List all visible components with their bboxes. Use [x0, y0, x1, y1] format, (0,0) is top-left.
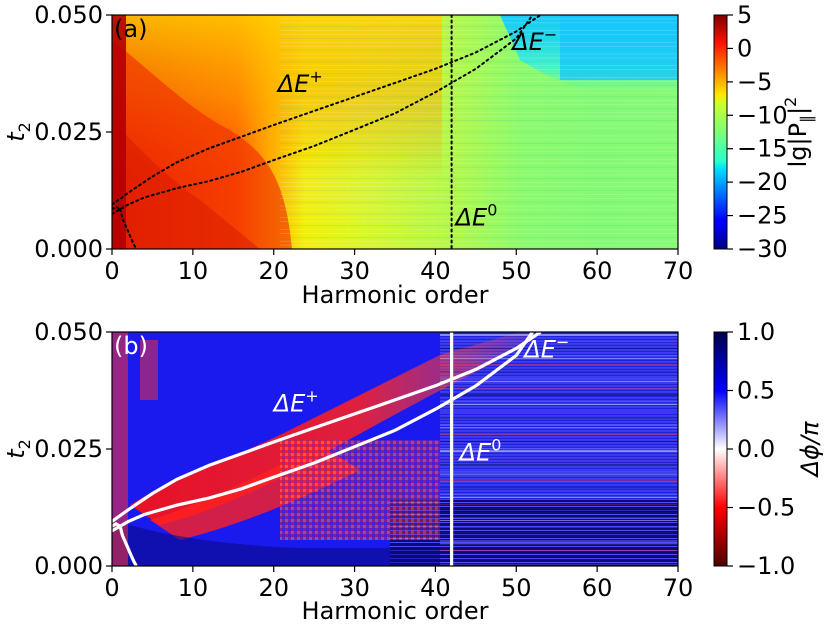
- colorbar-tick-label: 0: [737, 34, 752, 62]
- x-tick-label: 70: [663, 257, 694, 285]
- annotations-a: ΔE+ΔE−ΔE0: [276, 25, 557, 232]
- ylabel-a-main: t: [2, 131, 30, 142]
- colorbar-tick-label: 0.5: [737, 377, 775, 405]
- annotation-main: ΔE: [458, 439, 492, 467]
- annotation-label: ΔE−: [522, 333, 569, 364]
- annotation-sup: 0: [487, 201, 497, 220]
- annotation-main: ΔE: [454, 204, 488, 232]
- colorbar-label-a-sub: ∥: [797, 115, 816, 123]
- y-tick-label: 0.050: [34, 318, 103, 346]
- x-ticks-b: 0 10 20 30 40 50 60 70: [104, 566, 693, 602]
- y-tick-label: 0.000: [34, 235, 103, 263]
- branch-curve: [118, 525, 138, 566]
- colorbar-tick-label: −25: [737, 202, 788, 230]
- x-tick-label: 40: [420, 257, 451, 285]
- x-tick-label: 70: [663, 574, 694, 602]
- streaks-b: [440, 334, 678, 565]
- colorbar-tick-label: −10: [737, 101, 788, 129]
- svg-text:t2: t2: [2, 439, 34, 459]
- branch-curve: [119, 208, 138, 249]
- x-tick-label: 20: [258, 257, 289, 285]
- annotation-main: ΔE: [272, 390, 306, 418]
- panel-label-b: (b): [114, 332, 148, 360]
- colorbar-tick-label: 5: [737, 1, 752, 29]
- annotation-label: ΔE−: [510, 25, 557, 56]
- svg-text:lg|P∥|2: lg|P∥|2: [781, 97, 816, 168]
- colorbar-label-a: lg|P∥|2: [781, 97, 816, 168]
- annotation-sup: +: [305, 387, 318, 406]
- ylabel-a-sub: 2: [15, 122, 34, 132]
- streaks-a: [280, 15, 678, 246]
- annotation-main: ΔE: [276, 70, 310, 98]
- annotation-main: ΔE: [522, 336, 556, 364]
- y-tick-label: 0.050: [34, 1, 103, 29]
- x-ticks-a: 0 10 20 30 40 50 60 70: [104, 249, 693, 285]
- ylabel-b-sub: 2: [15, 439, 34, 449]
- colorbar-label-b: Δϕ/π: [796, 421, 824, 478]
- x-tick-label: 0: [104, 574, 119, 602]
- annotation-label: ΔE0: [458, 436, 502, 467]
- xlabel-b: Harmonic order: [302, 597, 489, 625]
- annotation-sup: −: [556, 333, 569, 352]
- x-tick-label: 30: [339, 257, 370, 285]
- annotation-main: ΔE: [510, 28, 544, 56]
- x-tick-label: 50: [501, 257, 532, 285]
- svg-text:t2: t2: [2, 122, 34, 142]
- heatmap-b: [112, 332, 678, 566]
- x-tick-label: 10: [178, 257, 209, 285]
- y-tick-label: 0.000: [34, 552, 103, 580]
- branch-curve-2: [112, 205, 122, 211]
- colorbar-ticks-b: 1.0 0.5 0.0 −0.5 −1.0: [727, 318, 795, 580]
- annotations-b: ΔE+ΔE−ΔE0: [272, 333, 570, 467]
- x-tick-label: 40: [420, 574, 451, 602]
- delta-e-plus-curve: [112, 332, 542, 523]
- xlabel-a: Harmonic order: [302, 281, 489, 309]
- colorbar-tick-label: 0.0: [737, 435, 775, 463]
- x-tick-label: 60: [582, 257, 613, 285]
- y-ticks-a: 0.000 0.025 0.050: [34, 1, 112, 263]
- annotation-sup: −: [544, 25, 557, 44]
- colorbar-a: [713, 14, 728, 250]
- colorbar-tick-label: −15: [737, 135, 788, 163]
- y-tick-label: 0.025: [34, 435, 103, 463]
- annotation-label: ΔE+: [276, 67, 323, 98]
- colorbar-tick-label: −5: [737, 68, 772, 96]
- x-tick-label: 10: [178, 574, 209, 602]
- colorbar-tick-label: −1.0: [737, 552, 795, 580]
- colorbar-ticks-a: 5 0 −5 −10 −15 −20 −25 −30: [727, 1, 788, 263]
- colorbar-tick-label: −30: [737, 235, 788, 263]
- x-tick-label: 0: [104, 257, 119, 285]
- x-tick-label: 30: [339, 574, 370, 602]
- x-tick-label: 50: [501, 574, 532, 602]
- colorbar-label-a-main: lg|P: [784, 123, 812, 167]
- delta-e-minus-curve: [112, 15, 534, 215]
- x-tick-label: 20: [258, 574, 289, 602]
- y-tick-label: 0.025: [34, 118, 103, 146]
- ylabel-b-main: t: [2, 448, 30, 459]
- annotation-label: ΔE0: [454, 201, 498, 232]
- ylabel-a: t2: [2, 122, 34, 142]
- annotation-sup: +: [309, 67, 322, 86]
- colorbar-tick-label: −0.5: [737, 494, 795, 522]
- colorbar-tick-label: 1.0: [737, 318, 775, 346]
- curves-b: [112, 332, 542, 566]
- ylabel-b: t2: [2, 439, 34, 459]
- colorbar-tick-label: −20: [737, 168, 788, 196]
- panel-label-a: (a): [114, 15, 147, 43]
- delta-e-minus-curve: [112, 332, 534, 533]
- heatmap-a: [112, 15, 678, 249]
- annotation-label: ΔE+: [272, 387, 319, 418]
- delta-e-plus-curve: [112, 15, 542, 206]
- colorbar-b: [713, 331, 728, 567]
- x-tick-label: 60: [582, 574, 613, 602]
- annotation-sup: 0: [491, 436, 501, 455]
- branch-curve-2: [112, 522, 121, 528]
- colorbar-label-a-tail: |: [784, 107, 812, 115]
- y-ticks-b: 0.000 0.025 0.050: [34, 318, 112, 580]
- curves-a: [112, 15, 542, 249]
- colorbar-label-a-sup: 2: [781, 97, 800, 107]
